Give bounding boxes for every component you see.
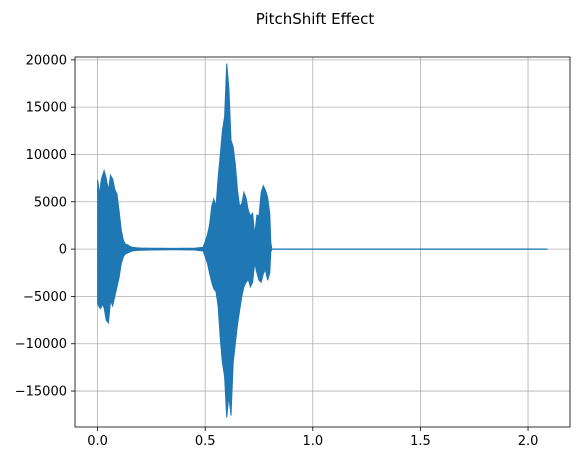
y-tick-label: 0 [59, 243, 67, 258]
y-tick-label: −10000 [15, 337, 67, 352]
y-tick-label: 20000 [26, 53, 67, 68]
y-tick-label: 15000 [26, 101, 67, 116]
waveform-series [97, 63, 548, 418]
y-tick-label: 5000 [34, 195, 67, 210]
x-tick-label: 2.0 [518, 434, 539, 449]
y-tick-label: 10000 [26, 148, 67, 163]
x-tick-label: 1.5 [410, 434, 431, 449]
axes [74, 56, 571, 428]
plot-area [97, 63, 548, 418]
x-tick-label: 1.0 [302, 434, 323, 449]
axes-frame [74, 56, 571, 428]
x-tick-label: 0.5 [195, 434, 216, 449]
grid-lines [75, 57, 570, 427]
chart-title: PitchShift Effect [256, 10, 375, 28]
y-tick-label: −5000 [23, 290, 67, 305]
tick-marks: 0.0 0.5 1.0 1.5 2.0 −15000 −10000 −5000 0 5000 100… [15, 53, 539, 449]
x-tick-label: 0.0 [87, 434, 108, 449]
y-tick-label: −15000 [15, 385, 67, 400]
